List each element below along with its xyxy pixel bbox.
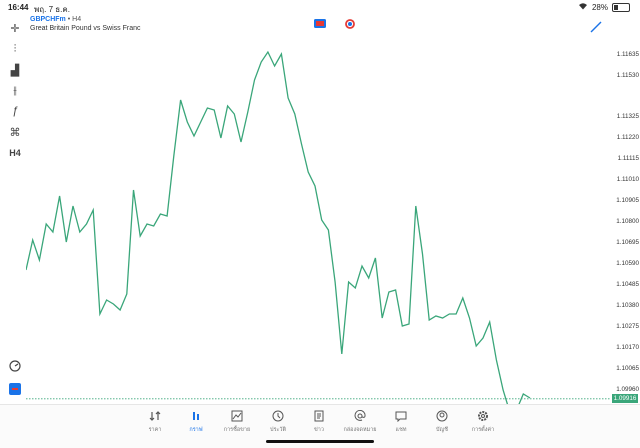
symbol-description: Great Britain Pound vs Swiss Franc — [30, 25, 141, 32]
nav-label: ราคา — [148, 427, 162, 433]
nav-item-account[interactable]: บัญชี — [420, 409, 464, 434]
trade-icon — [215, 409, 259, 423]
one-click-trade-icon[interactable] — [6, 380, 24, 398]
nav-label: การตั้งค่า — [471, 427, 495, 433]
price-axis: 1.11635 1.11530 1.11325 1.11220 1.11115 1.110… — [612, 34, 640, 420]
account-icon — [420, 409, 464, 423]
settings-icon — [461, 409, 505, 423]
objects-icon[interactable]: ⫲ — [13, 84, 17, 97]
price-axis-label: 1.11220 — [616, 134, 639, 141]
nav-item-chart[interactable]: กราฟ — [174, 409, 218, 434]
nav-item-mailbox[interactable]: กล่องจดหมาย — [338, 409, 382, 434]
nav-label: กราฟ — [189, 427, 203, 433]
price-axis-label: 1.11635 — [616, 51, 639, 58]
price-axis-label: 1.10170 — [616, 344, 639, 351]
timeframe-label: H4 — [72, 16, 82, 23]
price-axis-label: 1.10590 — [616, 260, 639, 267]
nav-item-chat[interactable]: แชท — [379, 409, 423, 434]
status-date: พฤ. 7 ธ.ค. — [34, 5, 70, 14]
nav-item-quotes[interactable]: ราคา — [133, 409, 177, 434]
price-axis-label: 1.10905 — [616, 197, 639, 204]
sync-icon[interactable] — [344, 18, 356, 29]
price-line — [26, 50, 531, 413]
mailbox-icon — [338, 409, 382, 423]
nav-label: ประวัติ — [269, 427, 287, 433]
current-price-badge: 1.09916 — [612, 394, 638, 404]
function-icon[interactable]: ƒ — [11, 105, 19, 117]
battery-label: 28% — [591, 2, 608, 12]
header-buttons — [314, 18, 356, 29]
nav-item-history[interactable]: ประวัติ — [256, 409, 300, 434]
wifi-icon — [578, 2, 588, 12]
nav-item-news[interactable]: ข่าว — [297, 409, 341, 434]
crosshair-icon[interactable]: ✛ — [10, 22, 20, 35]
price-axis-label: 1.10065 — [616, 365, 639, 372]
news-icon — [297, 409, 341, 423]
shapes-icon[interactable]: ⌘ — [9, 126, 21, 139]
chat-icon — [379, 409, 423, 423]
speedometer-icon[interactable] — [6, 357, 24, 375]
chart-header: GBPCHFm • H4 Great Britain Pound vs Swis… — [30, 16, 141, 32]
status-bar: 16:44 พฤ. 7 ธ.ค. 28% — [0, 0, 640, 14]
chart-toolbar: ✛ ⫶ ▟ ⫲ ƒ ⌘ H4 — [0, 14, 30, 404]
nav-label: การซื้อขาย — [223, 427, 251, 433]
symbol-name[interactable]: GBPCHFm — [30, 16, 66, 23]
nav-label: บัญชี — [436, 427, 448, 433]
indicators-icon[interactable]: ▟ — [10, 64, 20, 77]
price-axis-label: 1.10485 — [616, 281, 639, 288]
chart-type-icon[interactable]: ⫶ — [13, 42, 17, 55]
home-indicator[interactable] — [266, 440, 374, 443]
nav-label: ข่าว — [314, 427, 324, 433]
chart-icon — [174, 409, 218, 423]
price-axis-label: 1.11530 — [616, 72, 639, 79]
price-axis-label: 1.09960 — [616, 386, 639, 393]
price-axis-label: 1.10695 — [616, 239, 639, 246]
nav-label: แชท — [395, 427, 407, 433]
nav-item-trade[interactable]: การซื้อขาย — [215, 409, 259, 434]
price-axis-label: 1.10275 — [616, 323, 639, 330]
price-chart[interactable] — [26, 34, 610, 420]
trendline-icon[interactable] — [590, 20, 602, 33]
quotes-icon — [133, 409, 177, 423]
price-axis-label: 1.11115 — [617, 155, 639, 162]
price-axis-label: 1.10800 — [616, 218, 639, 225]
history-icon — [256, 409, 300, 423]
timeframe-button[interactable]: H4 — [9, 148, 21, 158]
price-axis-label: 1.11010 — [616, 176, 639, 183]
battery-icon — [612, 2, 630, 12]
status-right: 28% — [578, 2, 630, 12]
status-time: 16:44 — [8, 3, 29, 12]
price-axis-label: 1.11325 — [616, 113, 639, 120]
one-click-trading-icon[interactable] — [314, 19, 326, 28]
nav-item-settings[interactable]: การตั้งค่า — [461, 409, 505, 434]
nav-label: กล่องจดหมาย — [343, 427, 377, 433]
price-axis-label: 1.10380 — [616, 302, 639, 309]
